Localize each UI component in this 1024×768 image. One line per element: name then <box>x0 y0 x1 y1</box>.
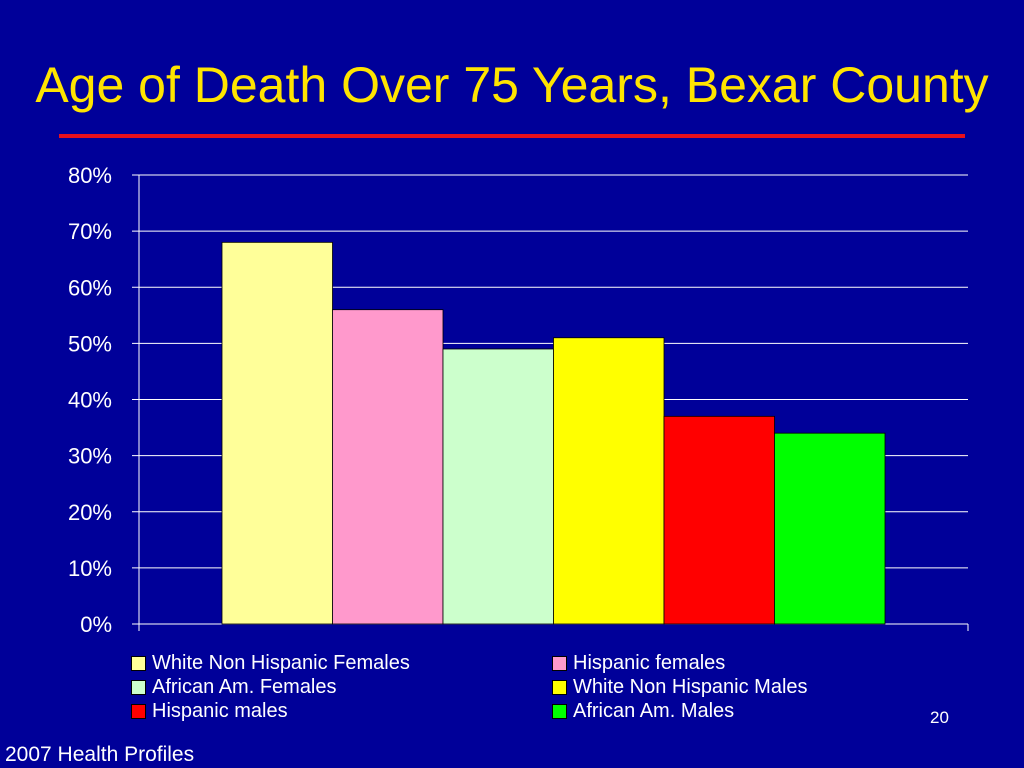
bar-hispanic-females <box>332 309 444 625</box>
legend-swatch <box>131 679 146 695</box>
legend-label: African Am. Males <box>573 699 735 722</box>
legend-item: Hispanic females <box>552 651 725 675</box>
legend-item: Hispanic males <box>131 699 288 723</box>
legend-label: Hispanic males <box>152 699 288 722</box>
legend-swatch <box>131 703 146 719</box>
y-tick-label: 50% <box>68 331 112 356</box>
bar-white-non-hispanic-males <box>553 337 665 625</box>
legend-swatch <box>131 655 146 671</box>
y-tick-label: 70% <box>68 219 112 244</box>
bar-african-am-females <box>442 348 554 625</box>
legend-item: White Non Hispanic Males <box>552 675 808 699</box>
footer-text: 2007 Health Profiles <box>5 743 195 766</box>
bar-white-non-hispanic-females <box>221 241 333 625</box>
legend-item: African Am. Females <box>131 675 337 699</box>
legend-swatch <box>552 703 567 719</box>
legend-item: White Non Hispanic Females <box>131 651 410 675</box>
legend-label: White Non Hispanic Males <box>573 675 808 698</box>
title-divider <box>59 134 965 138</box>
bar-hispanic-males <box>663 415 775 625</box>
y-tick-label: 80% <box>68 163 112 188</box>
y-tick-label: 20% <box>68 500 112 525</box>
slide-title: Age of Death Over 75 Years, Bexar County <box>35 57 989 113</box>
legend-swatch <box>552 679 567 695</box>
bar-chart: 0% 10% 20% 30% 40% 50% 60% 70% 80% <box>68 163 969 637</box>
legend-label: Hispanic females <box>573 651 726 674</box>
y-tick-label: 40% <box>68 388 112 413</box>
legend-swatch <box>552 655 567 671</box>
slide-number: 20 <box>930 708 949 727</box>
y-tick-label: 60% <box>68 275 112 300</box>
legend-item: African Am. Males <box>552 699 734 723</box>
legend-label: White Non Hispanic Females <box>152 651 410 674</box>
bar-african-am-males <box>774 432 886 625</box>
y-tick-label: 0% <box>80 612 112 637</box>
y-tick-label: 30% <box>68 444 112 469</box>
y-tick-label: 10% <box>68 556 112 581</box>
legend-label: African Am. Females <box>152 675 337 698</box>
